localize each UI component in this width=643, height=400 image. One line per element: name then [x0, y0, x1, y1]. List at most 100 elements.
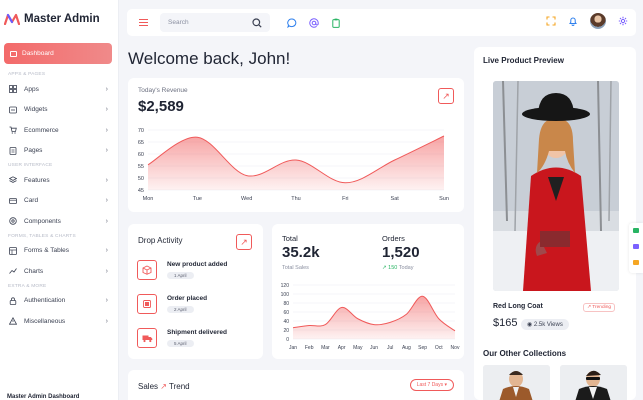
chevron-right-icon: ›	[105, 85, 108, 93]
clipboard-icon[interactable]	[331, 18, 341, 28]
color-icon[interactable]	[633, 260, 639, 265]
menu-toggle-icon[interactable]	[139, 18, 148, 27]
sidebar-item-label: Forms & Tables	[24, 247, 70, 255]
sidebar-item-label: Ecommerce	[24, 126, 59, 134]
activity-date: 1 April	[167, 272, 194, 279]
activity-title: Shipment delivered	[167, 329, 227, 336]
sidebar-item-apps[interactable]: Apps ›	[0, 79, 118, 100]
sales-trend-word: Trend	[169, 382, 190, 391]
series-area	[148, 136, 444, 190]
x-tick-label: Feb	[305, 345, 314, 351]
sidebar-item-features[interactable]: Features ›	[0, 170, 118, 191]
y-tick-label: 70	[138, 128, 144, 134]
grid-icon	[9, 85, 17, 94]
cart-icon	[9, 126, 17, 134]
bell-icon[interactable]	[568, 16, 578, 26]
revenue-label: Today's Revenue	[138, 87, 188, 94]
date-range-dropdown[interactable]: Last 7 Days ▾	[409, 379, 454, 391]
lock-icon	[9, 297, 17, 305]
dashboard-icon	[10, 50, 17, 57]
sidebar-item-card[interactable]: Card ›	[0, 191, 118, 212]
chevron-right-icon: ›	[105, 217, 108, 225]
search-icon[interactable]	[252, 18, 262, 28]
page-title: Welcome back, John!	[128, 49, 291, 68]
y-tick-label: 80	[283, 301, 289, 307]
expand-arrow-button[interactable]: ↗	[236, 234, 252, 250]
activity-title: New product added	[167, 261, 228, 268]
sidebar-item-label: Features	[24, 176, 50, 184]
topbar: Search	[127, 9, 636, 36]
at-icon[interactable]	[309, 17, 319, 28]
sidebar-item-label: Widgets	[24, 106, 48, 114]
chevron-right-icon: ›	[105, 197, 108, 205]
sidebar-item-forms-tables[interactable]: Forms & Tables ›	[0, 241, 118, 262]
sidebar: Master Admin Dashboard APPS & PAGES Apps…	[0, 0, 119, 400]
avatar[interactable]	[590, 13, 606, 29]
collection-item[interactable]	[483, 365, 550, 400]
total-subtitle: Total Sales	[282, 265, 309, 271]
collection-item[interactable]	[560, 365, 627, 400]
pages-icon	[9, 146, 17, 155]
sidebar-item-dashboard[interactable]: Dashboard	[4, 43, 112, 64]
sidebar-item-pages[interactable]: Pages ›	[0, 141, 118, 162]
sidebar-item-widgets[interactable]: Widgets ›	[0, 100, 118, 121]
views-badge: ◉ 2.5k Views	[521, 319, 569, 330]
sidebar-item-miscellaneous[interactable]: Miscellaneous ›	[0, 311, 118, 332]
x-tick-label: Jul	[387, 345, 393, 351]
theme-icon[interactable]	[633, 228, 639, 233]
expand-arrow-button[interactable]: ↗	[438, 88, 454, 104]
x-tick-label: May	[353, 345, 363, 351]
box-icon	[137, 260, 157, 280]
total-value: 35.2k	[282, 244, 320, 261]
views-count: 2.5k Views	[533, 322, 563, 328]
brand[interactable]: Master Admin	[0, 0, 118, 38]
layers-icon	[9, 176, 17, 184]
chevron-right-icon: ›	[105, 106, 108, 114]
x-tick-label: Thu	[291, 196, 300, 202]
sidebar-item-label: Pages	[24, 147, 43, 155]
sales-trend-card: Sales ↗ Trend Last 7 Days ▾	[128, 370, 464, 400]
x-tick-label: Fri	[342, 196, 348, 202]
chevron-right-icon: ›	[105, 126, 108, 134]
sidebar-item-label: Apps	[24, 85, 39, 93]
search-input[interactable]: Search	[160, 13, 270, 32]
activity-date: 5 April	[167, 340, 194, 347]
series-area	[293, 296, 455, 339]
x-tick-label: Mon	[143, 196, 154, 202]
product-name: Red Long Coat	[493, 303, 543, 310]
card-icon	[9, 197, 17, 205]
x-tick-label: Wed	[241, 196, 252, 202]
chevron-down-icon: ▾	[444, 382, 447, 388]
sidebar-item-label: Components	[24, 217, 61, 225]
x-tick-label: Mar	[321, 345, 330, 351]
trend-up-icon: ↗	[382, 265, 387, 271]
activity-date: 2 April	[167, 306, 194, 313]
layout-icon[interactable]	[633, 244, 639, 249]
revenue-value: $2,589	[138, 98, 184, 115]
y-tick-label: 0	[286, 337, 289, 343]
sidebar-item-ecommerce[interactable]: Ecommerce ›	[0, 120, 118, 141]
total-label: Total	[282, 234, 298, 243]
chevron-right-icon: ›	[105, 317, 108, 325]
y-tick-label: 60	[283, 310, 289, 316]
drop-activity-title: Drop Activity	[138, 236, 183, 245]
settings-side-tab[interactable]	[629, 223, 643, 273]
activity-item[interactable]: Shipment delivered 5 April	[137, 328, 257, 350]
y-tick-label: 50	[138, 176, 144, 182]
activity-item[interactable]: Order placed 2 April	[137, 294, 257, 316]
revenue-chart: 70 65 60 55 50 45 Mon Tue Wed Thu Fri Sat Sun	[138, 128, 449, 202]
settings-icon[interactable]	[618, 16, 628, 26]
y-tick-label: 120	[281, 283, 290, 289]
sidebar-item-label: Miscellaneous	[24, 317, 66, 325]
sidebar-item-authentication[interactable]: Authentication ›	[0, 291, 118, 312]
order-icon	[137, 294, 157, 314]
preview-title: Live Product Preview	[483, 56, 564, 65]
sidebar-item-charts[interactable]: Charts ›	[0, 261, 118, 282]
product-image[interactable]	[493, 81, 619, 291]
orders-change-value: 150	[388, 265, 398, 271]
chat-icon[interactable]	[287, 18, 297, 28]
activity-item[interactable]: New product added 1 April	[137, 260, 257, 282]
fullscreen-icon[interactable]	[546, 16, 556, 26]
sidebar-item-components[interactable]: Components ›	[0, 211, 118, 232]
chevron-right-icon: ›	[105, 176, 108, 184]
